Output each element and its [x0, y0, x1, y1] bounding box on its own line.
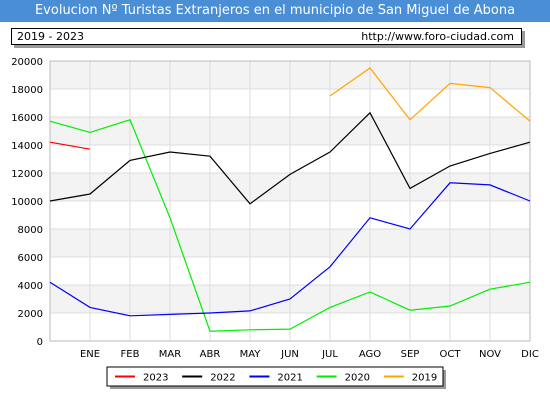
series-line-2020 — [49, 119, 531, 332]
y-tick-label: 14000 — [11, 141, 43, 152]
series-line-2019 — [329, 67, 531, 122]
x-tick-label: DIC — [521, 349, 539, 360]
x-tick-label: MAY — [240, 349, 262, 360]
x-tick-label: ABR — [200, 349, 221, 360]
series-line-2023 — [49, 141, 91, 150]
info-box: 2019 - 2023 http://www.foro-ciudad.com — [11, 28, 522, 45]
legend-label-2023: 2023 — [143, 373, 168, 384]
x-tick-label: JUL — [321, 349, 338, 360]
chart-title: Evolucion Nº Turistas Extranjeros en el … — [0, 0, 550, 22]
x-tick-label: OCT — [440, 349, 462, 360]
year-range: 2019 - 2023 — [17, 30, 84, 43]
y-tick-label: 18000 — [11, 85, 43, 96]
x-tick-label: NOV — [479, 349, 501, 360]
x-tick-label: SEP — [401, 349, 420, 360]
y-tick-label: 6000 — [18, 253, 43, 264]
legend-label-2021: 2021 — [277, 373, 302, 384]
series-line-2022 — [49, 111, 531, 205]
legend-label-2022: 2022 — [210, 373, 235, 384]
y-tick-label: 10000 — [11, 197, 43, 208]
x-tick-label: AGO — [359, 349, 381, 360]
y-tick-label: 4000 — [18, 281, 43, 292]
legend — [106, 366, 444, 387]
series-line-2021 — [49, 182, 531, 317]
legend-label-2019: 2019 — [412, 373, 437, 384]
x-tick-label: FEB — [121, 349, 140, 360]
y-tick-label: 16000 — [11, 113, 43, 124]
y-tick-label: 8000 — [18, 225, 43, 236]
y-tick-label: 2000 — [18, 309, 43, 320]
source-url: http://www.foro-ciudad.com — [361, 30, 514, 43]
x-tick-label: MAR — [159, 349, 181, 360]
y-tick-label: 12000 — [11, 169, 43, 180]
y-tick-label: 20000 — [11, 57, 43, 68]
x-tick-label: JUN — [280, 349, 299, 360]
x-tick-label: ENE — [80, 349, 100, 360]
legend-label-2020: 2020 — [345, 373, 370, 384]
y-tick-label: 0 — [37, 337, 43, 348]
